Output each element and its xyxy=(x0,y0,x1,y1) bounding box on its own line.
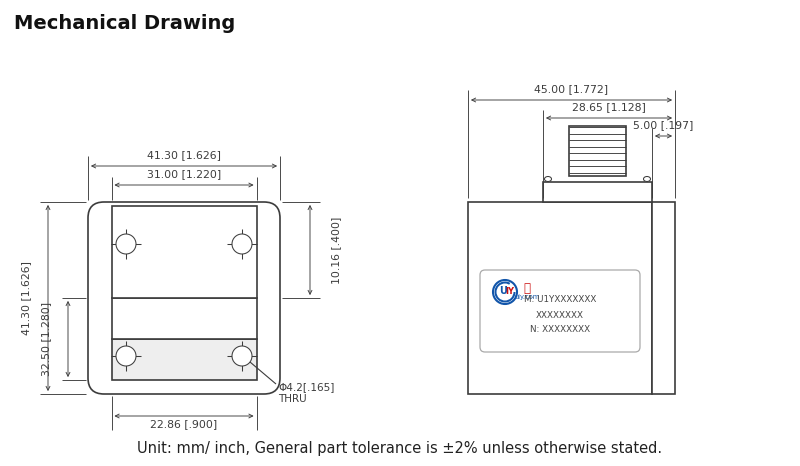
Text: 22.86 [.900]: 22.86 [.900] xyxy=(150,419,218,429)
Text: 10.16 [.400]: 10.16 [.400] xyxy=(331,216,341,284)
Text: N: XXXXXXXX: N: XXXXXXXX xyxy=(530,325,590,335)
Text: 5.00 [.197]: 5.00 [.197] xyxy=(634,120,694,130)
Bar xyxy=(468,202,652,394)
Circle shape xyxy=(232,346,252,366)
Text: 频: 频 xyxy=(523,281,530,295)
Text: M: U1YXXXXXXX: M: U1YXXXXXXX xyxy=(524,295,596,304)
Circle shape xyxy=(497,283,514,301)
Bar xyxy=(111,298,257,339)
Text: IY: IY xyxy=(506,287,514,295)
Bar xyxy=(569,126,626,176)
FancyBboxPatch shape xyxy=(88,202,280,394)
Text: 41.30 [1.626]: 41.30 [1.626] xyxy=(21,261,31,335)
Text: 28.65 [1.128]: 28.65 [1.128] xyxy=(572,102,646,112)
Text: Φ4.2[.165]
THRU: Φ4.2[.165] THRU xyxy=(278,382,334,404)
Circle shape xyxy=(116,234,136,254)
Text: uiy.com: uiy.com xyxy=(514,294,540,300)
Text: 41.30 [1.626]: 41.30 [1.626] xyxy=(147,150,221,160)
Circle shape xyxy=(493,280,517,304)
Bar xyxy=(111,339,257,380)
Text: XXXXXXXX: XXXXXXXX xyxy=(536,310,584,320)
FancyBboxPatch shape xyxy=(480,270,640,352)
Bar xyxy=(543,182,652,202)
Bar xyxy=(111,206,257,298)
Text: 45.00 [1.772]: 45.00 [1.772] xyxy=(534,84,609,94)
Ellipse shape xyxy=(643,177,650,181)
Text: 31.00 [1.220]: 31.00 [1.220] xyxy=(147,169,221,179)
Circle shape xyxy=(232,234,252,254)
Circle shape xyxy=(116,346,136,366)
Text: 32.50 [1.280]: 32.50 [1.280] xyxy=(41,302,51,376)
Text: Mechanical Drawing: Mechanical Drawing xyxy=(14,14,235,33)
Text: U: U xyxy=(499,286,507,296)
Bar xyxy=(652,202,675,394)
Ellipse shape xyxy=(545,177,551,181)
Text: Unit: mm/ inch, General part tolerance is ±2% unless otherwise stated.: Unit: mm/ inch, General part tolerance i… xyxy=(138,441,662,456)
Wedge shape xyxy=(494,281,515,302)
